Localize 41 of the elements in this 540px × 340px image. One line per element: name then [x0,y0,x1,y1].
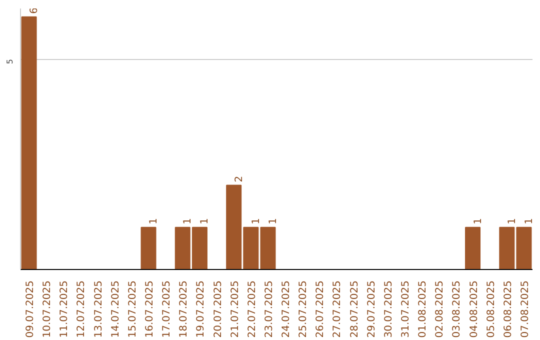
x-tick-label: 05.08.2025 [486,280,497,338]
data-label: 1 [182,218,194,224]
x-tick-label: 11.07.2025 [59,280,70,338]
x-tick-label: 25.07.2025 [298,280,310,338]
data-label: 1 [524,218,535,224]
x-tick-label: 24.07.2025 [281,280,292,338]
x-tick-label: 04.08.2025 [468,280,480,338]
x-tick-label: 14.07.2025 [110,280,122,338]
x-tick-label: 22.07.2025 [246,280,258,338]
x-tick-label: 28.07.2025 [349,280,360,338]
x-tick-label: 15.07.2025 [127,280,138,338]
x-tick-label: 29.07.2025 [366,280,378,338]
x-tick-label: 09.07.2025 [25,280,36,338]
data-label: 2 [234,176,245,182]
x-tick-label: 10.07.2025 [42,280,54,338]
data-label: 1 [506,218,518,224]
x-tick-label: 02.08.2025 [434,280,446,338]
y-tick-label: 5 [6,59,14,64]
data-label: 1 [472,218,484,224]
x-tick-label: 03.08.2025 [452,280,463,338]
x-tick-label: 06.08.2025 [502,280,514,338]
x-tick-label: 21.07.2025 [230,280,241,338]
x-tick-label: 01.08.2025 [418,280,429,338]
x-tick-label: 13.07.2025 [93,280,104,338]
data-label: 1 [250,218,262,224]
data-label: 1 [200,218,211,224]
x-tick-label: 27.07.2025 [332,280,344,338]
data-label: 6 [29,8,40,14]
data-label: 1 [148,218,160,224]
x-tick-label: 20.07.2025 [212,280,224,338]
x-tick-label: 12.07.2025 [76,280,88,338]
x-tick-label: 30.07.2025 [383,280,394,338]
x-tick-label: 16.07.2025 [144,280,156,338]
x-tick-label: 31.07.2025 [400,280,412,338]
x-tick-label: 19.07.2025 [196,280,207,338]
x-tick-label: 18.07.2025 [178,280,190,338]
x-tick-label: 23.07.2025 [264,280,275,338]
x-tick-label: 17.07.2025 [162,280,173,338]
x-tick-label: 07.08.2025 [520,280,531,338]
data-label: 1 [268,218,279,224]
x-tick-label: 26.07.2025 [315,280,326,338]
